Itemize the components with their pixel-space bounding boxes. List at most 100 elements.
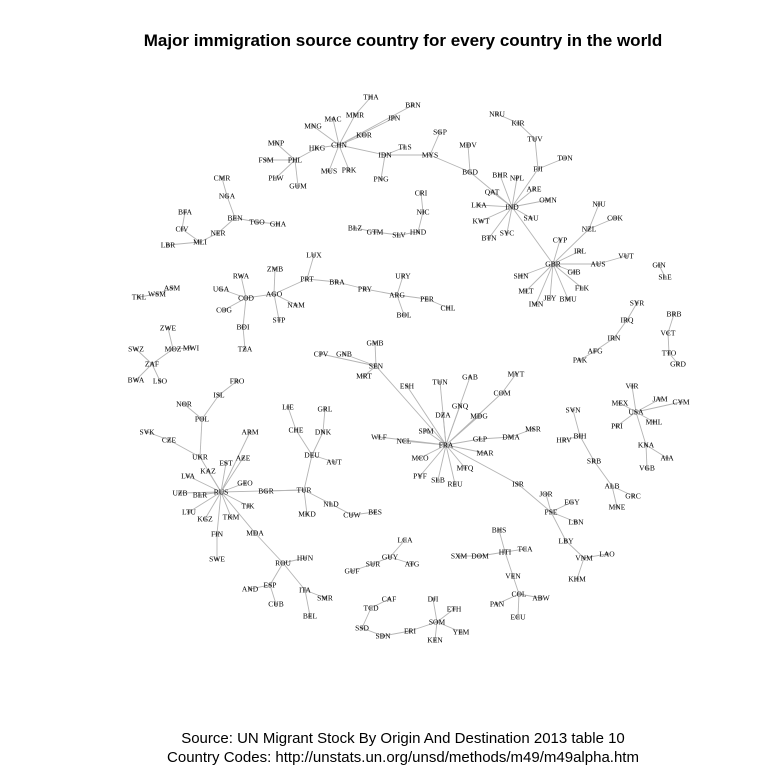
node-dot-cub bbox=[274, 602, 278, 606]
node-label-mex: MEX bbox=[612, 399, 629, 408]
node-label-egy: EGY bbox=[564, 498, 580, 507]
edge-reu-fra bbox=[445, 444, 456, 485]
edge-mli-ner bbox=[199, 232, 219, 243]
node-dot-kor bbox=[362, 133, 366, 137]
node-label-mlt: MLT bbox=[518, 287, 534, 296]
edge-brn-chn bbox=[338, 104, 414, 146]
node-label-bfa: BFA bbox=[178, 208, 193, 217]
edge-bol-arg bbox=[396, 294, 405, 316]
node-dot-gab bbox=[468, 375, 472, 379]
node-label-cub: CUB bbox=[268, 600, 283, 609]
edge-chl-per bbox=[426, 298, 449, 309]
node-label-and: AND bbox=[242, 585, 259, 594]
source-caption: Source: UN Migrant Stock By Origin And D… bbox=[0, 729, 768, 767]
node-dot-chl bbox=[446, 306, 450, 310]
node-dot-nld bbox=[329, 502, 333, 506]
edge-cym-usa bbox=[635, 401, 682, 413]
node-label-blr: BLR bbox=[193, 491, 208, 500]
edge-nam-ago bbox=[273, 293, 297, 306]
node-dot-lva bbox=[186, 474, 190, 478]
edge-jam-usa bbox=[635, 398, 661, 413]
node-dot-bhr bbox=[498, 173, 502, 177]
node-dot-lbn bbox=[574, 520, 578, 524]
node-label-rus: RUS bbox=[214, 488, 229, 497]
node-label-niu: NIU bbox=[592, 200, 606, 209]
edge-ner-ben bbox=[217, 217, 236, 234]
node-label-lbr: LBR bbox=[161, 241, 176, 250]
node-label-jor: JOR bbox=[539, 490, 552, 499]
node-label-est: EST bbox=[219, 459, 233, 468]
node-label-aia: AIA bbox=[660, 454, 674, 463]
edge-ven-col bbox=[512, 575, 520, 595]
edge-nor-pol bbox=[183, 403, 203, 420]
node-label-hti: HTI bbox=[499, 548, 512, 557]
edge-asm-wsm bbox=[156, 287, 173, 295]
node-label-eth: ETH bbox=[447, 605, 462, 614]
node-label-mdg: MDG bbox=[470, 412, 488, 421]
node-label-uga: UGA bbox=[213, 285, 230, 294]
node-dot-esh bbox=[405, 384, 409, 388]
node-label-bmu: BMU bbox=[559, 295, 577, 304]
node-dot-yem bbox=[459, 630, 463, 634]
node-dot-com bbox=[500, 391, 504, 395]
node-label-isl: ISL bbox=[213, 391, 225, 400]
node-dot-afg bbox=[593, 349, 597, 353]
node-dot-brb bbox=[672, 312, 676, 316]
edge-tza-bdi bbox=[242, 326, 246, 350]
node-dot-svn bbox=[571, 408, 575, 412]
node-label-ven: VEN bbox=[505, 572, 521, 581]
edge-per-arg bbox=[396, 294, 428, 300]
node-dot-npl bbox=[515, 176, 519, 180]
node-dot-sxm bbox=[457, 554, 461, 558]
node-dot-aut bbox=[332, 460, 336, 464]
node-dot-grd bbox=[676, 362, 680, 366]
node-label-idn: IDN bbox=[378, 151, 392, 160]
edge-cub-esp bbox=[269, 584, 277, 605]
node-label-ita: ITA bbox=[299, 586, 311, 595]
edge-ury-arg bbox=[396, 275, 404, 296]
node-label-nor: NOR bbox=[176, 400, 192, 409]
node-dot-fro bbox=[235, 379, 239, 383]
node-dot-bdi bbox=[241, 325, 245, 329]
edge-srb-alb bbox=[593, 460, 613, 487]
node-label-mnp: MNP bbox=[268, 139, 284, 148]
node-dot-nam bbox=[294, 303, 298, 307]
edge-hun-rou bbox=[282, 557, 306, 564]
edge-dza-fra bbox=[442, 414, 447, 446]
node-label-irq: IRQ bbox=[621, 316, 635, 325]
edge-est-rus bbox=[220, 462, 227, 493]
edge-tkm-rus bbox=[220, 491, 232, 518]
node-dot-prk bbox=[347, 168, 351, 172]
node-dot-esp bbox=[268, 583, 272, 587]
edge-eth-som bbox=[436, 608, 455, 623]
node-label-kor: KOR bbox=[356, 131, 372, 140]
node-dot-ecu bbox=[516, 615, 520, 619]
node-dot-tgo bbox=[255, 220, 259, 224]
edge-sgp-mys bbox=[429, 131, 441, 156]
edge-swz-zaf bbox=[135, 348, 153, 365]
node-label-dza: DZA bbox=[435, 411, 451, 420]
edge-and-esp bbox=[249, 584, 271, 590]
node-label-atg: ATG bbox=[405, 560, 420, 569]
node-label-mdv: MDV bbox=[459, 141, 477, 150]
edge-ltu-rus bbox=[188, 491, 222, 513]
edge-pri-usa bbox=[616, 411, 637, 427]
edge-cyp-gbr bbox=[552, 239, 561, 265]
node-label-abw: ABW bbox=[532, 594, 550, 603]
node-dot-bmu bbox=[566, 297, 570, 301]
edge-dom-hti bbox=[479, 551, 506, 557]
edge-grl-dnk bbox=[322, 408, 326, 433]
node-dot-eth bbox=[452, 607, 456, 611]
edge-col-ecu bbox=[517, 593, 520, 618]
edge-bdi-cod bbox=[242, 297, 247, 328]
node-label-ago: AGO bbox=[266, 290, 283, 299]
edge-irq-irn bbox=[613, 319, 628, 339]
node-dot-rwa bbox=[239, 274, 243, 278]
edge-gnb-sen bbox=[343, 353, 377, 367]
node-label-lbn: LBN bbox=[569, 518, 585, 527]
node-label-guy: GUY bbox=[382, 553, 399, 562]
edge-sau-ind bbox=[511, 206, 532, 219]
node-dot-dom bbox=[478, 554, 482, 558]
node-label-esh: ESH bbox=[400, 382, 415, 391]
edge-kaz-rus bbox=[207, 470, 222, 493]
